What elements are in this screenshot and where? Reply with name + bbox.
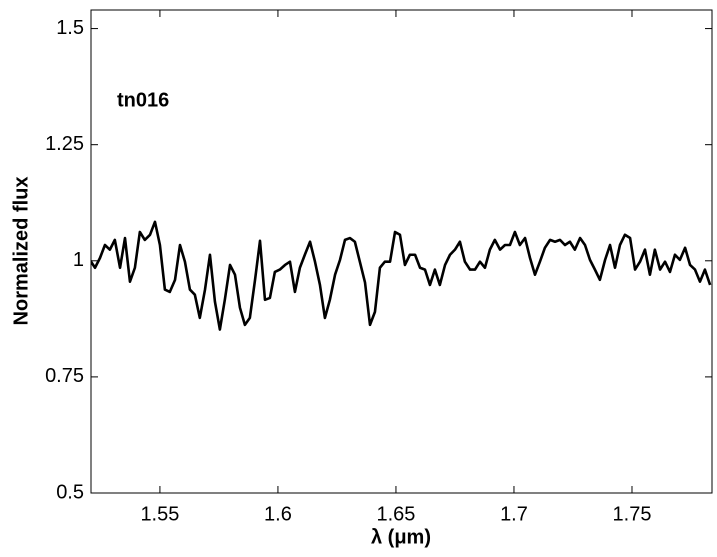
annotation: tn016 bbox=[117, 89, 169, 111]
x-tick-label: 1.65 bbox=[376, 503, 415, 525]
x-axis-label: λ (μm) bbox=[371, 526, 431, 548]
y-tick-label: 1.25 bbox=[45, 133, 84, 155]
x-tick-label: 1.75 bbox=[613, 503, 652, 525]
y-axis-label: Normalized flux bbox=[10, 177, 32, 326]
plot-frame bbox=[90, 9, 713, 494]
x-tick-label: 1.55 bbox=[140, 503, 179, 525]
x-tick-label: 1.6 bbox=[264, 503, 292, 525]
x-tick-label: 1.7 bbox=[500, 503, 528, 525]
y-tick-label: 0.5 bbox=[56, 481, 84, 503]
y-tick-label: 1 bbox=[73, 249, 84, 271]
y-tick-label: 0.75 bbox=[45, 365, 84, 387]
y-tick-label: 1.5 bbox=[56, 17, 84, 39]
spectrum-line bbox=[91, 220, 712, 331]
